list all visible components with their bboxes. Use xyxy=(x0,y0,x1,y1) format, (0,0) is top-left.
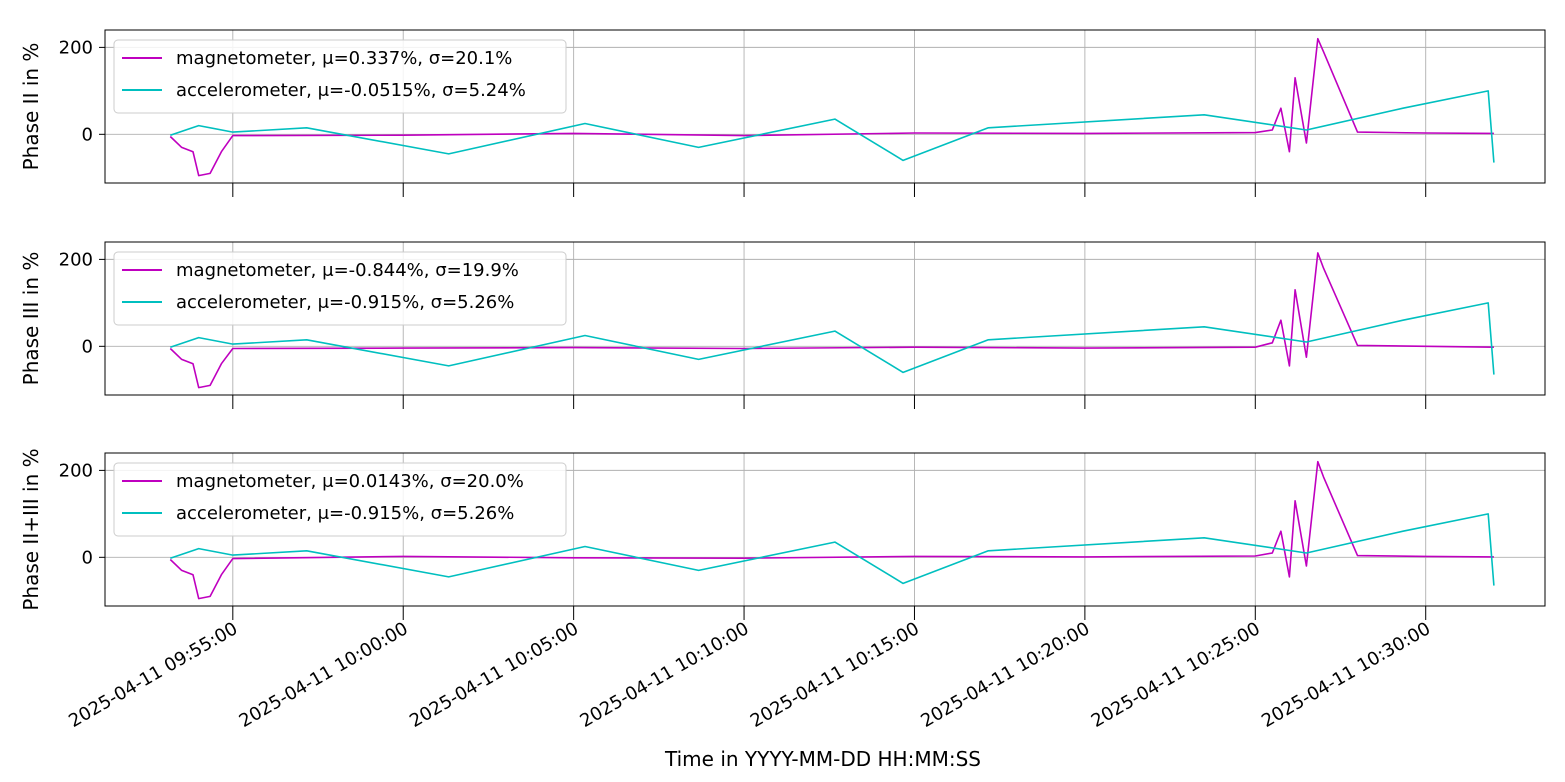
y-tick-label: 0 xyxy=(82,124,93,145)
magnetometer-line xyxy=(169,37,1494,177)
magnetometer-legend-label: magnetometer, μ=-0.844%, σ=19.9% xyxy=(176,260,519,281)
x-tick-label: 2025-04-11 10:20:00 xyxy=(917,618,1093,732)
accelerometer-legend-label: accelerometer, μ=-0.0515%, σ=5.24% xyxy=(176,80,526,101)
x-tick-label: 2025-04-11 10:15:00 xyxy=(747,618,923,732)
y-axis-label: Phase II in % xyxy=(19,43,43,171)
subplot-1: 0 200 Phase II in % magnetometer, μ=0.337%,… xyxy=(19,29,1546,197)
x-tick-label: 2025-04-11 10:00:00 xyxy=(236,618,412,732)
plot-frame xyxy=(104,452,1546,607)
y-tick-label: 0 xyxy=(82,336,93,357)
accelerometer-line xyxy=(170,302,1495,375)
x-tick-label: 2025-04-11 10:10:00 xyxy=(576,618,752,732)
subplots: 0 200 Phase II in % magnetometer, μ=0.337%,… xyxy=(19,29,1546,620)
accelerometer-line xyxy=(170,513,1495,586)
subplot-3: 0 200 Phase II+III in % magnetometer, μ=0.0… xyxy=(19,448,1546,620)
y-tick-label: 0 xyxy=(82,547,93,568)
series-lines xyxy=(169,37,1495,177)
x-axis-label: Time in YYYY-MM-DD HH:MM:SS xyxy=(664,747,981,771)
accelerometer-line xyxy=(170,90,1495,163)
magnetometer-line xyxy=(169,252,1494,389)
x-tick-label: 2025-04-11 10:05:00 xyxy=(406,618,582,732)
legend-box xyxy=(113,251,567,326)
accelerometer-legend-label: accelerometer, μ=-0.915%, σ=5.26% xyxy=(176,292,514,313)
series-lines xyxy=(169,252,1495,389)
legend: magnetometer, μ=0.337%, σ=20.1% accelerom… xyxy=(113,39,567,114)
series-lines xyxy=(169,460,1495,600)
x-tick-label: 2025-04-11 09:55:00 xyxy=(65,618,241,732)
magnetometer-line xyxy=(169,460,1494,600)
y-tick-label: 200 xyxy=(59,249,93,270)
legend: magnetometer, μ=-0.844%, σ=19.9% accelero… xyxy=(113,251,567,326)
y-axis-label: Phase III in % xyxy=(19,252,43,386)
plot-frame xyxy=(104,241,1546,396)
y-tick-label: 200 xyxy=(59,37,93,58)
legend-box xyxy=(113,39,567,114)
subplot-2: 0 200 Phase III in % magnetometer, μ=-0.844… xyxy=(19,241,1546,409)
legend-box xyxy=(113,462,567,537)
plot-frame xyxy=(104,29,1546,184)
x-tick-label: 2025-04-11 10:25:00 xyxy=(1088,618,1264,732)
accelerometer-legend-label: accelerometer, μ=-0.915%, σ=5.26% xyxy=(176,503,514,524)
legend: magnetometer, μ=0.0143%, σ=20.0% accelero… xyxy=(113,462,567,537)
y-tick-label: 200 xyxy=(59,460,93,481)
magnetometer-legend-label: magnetometer, μ=0.337%, σ=20.1% xyxy=(176,48,512,69)
x-tick-label: 2025-04-11 10:30:00 xyxy=(1258,618,1434,732)
magnetometer-legend-label: magnetometer, μ=0.0143%, σ=20.0% xyxy=(176,471,524,492)
y-axis-label: Phase II+III in % xyxy=(19,448,43,610)
